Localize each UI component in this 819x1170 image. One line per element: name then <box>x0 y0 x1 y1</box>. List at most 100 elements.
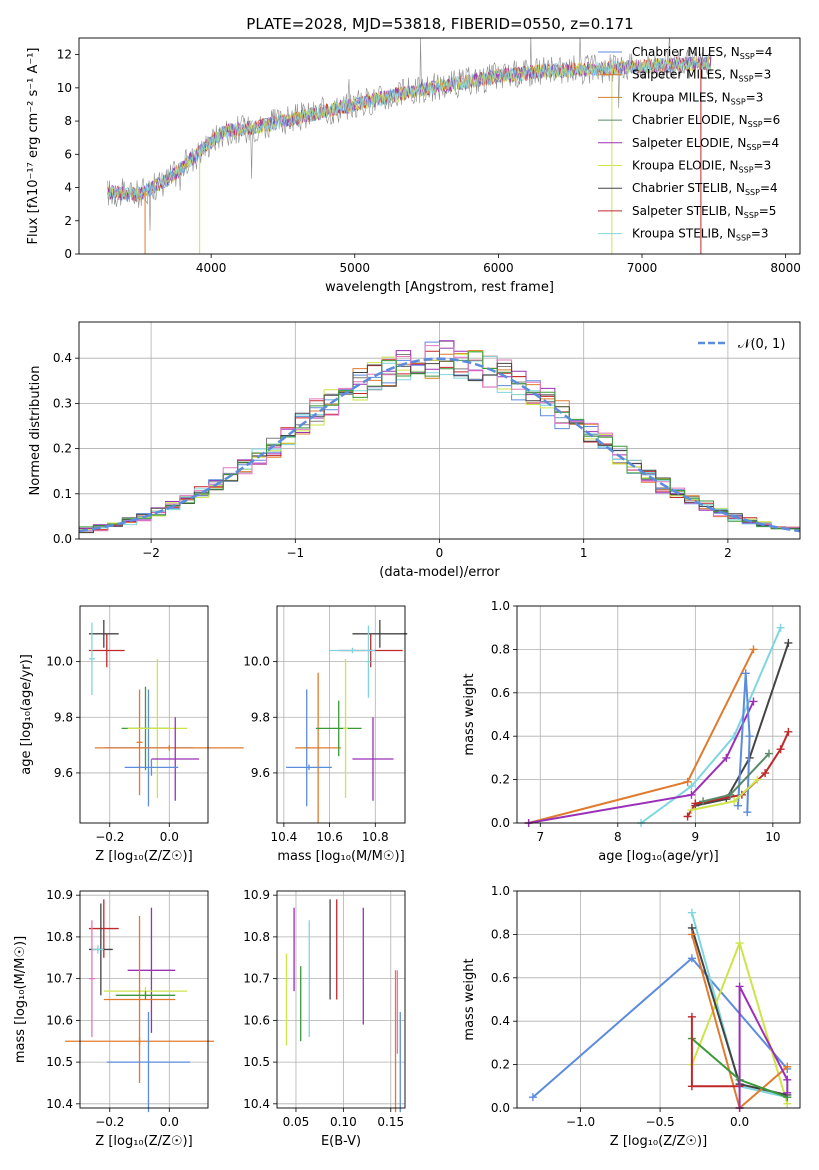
x-tick-label: 6000 <box>483 261 514 275</box>
weight-point-marker <box>687 805 696 814</box>
y-tick-label: 10.7 <box>46 972 73 986</box>
y-tick-label: 9.6 <box>251 766 270 780</box>
weight-point-marker <box>749 697 758 706</box>
x-tick-label: 10 <box>765 830 780 844</box>
y-tick-label: 10.4 <box>243 1097 270 1111</box>
weight-point-marker <box>687 790 696 799</box>
spectrum-series-line <box>107 55 712 202</box>
legend-label: Kroupa MILES, NSSP=3 <box>632 90 763 106</box>
weight-point-marker <box>722 753 731 762</box>
histogram-step <box>79 360 800 534</box>
weight-point-marker <box>699 797 708 806</box>
weight-series-line <box>695 642 790 807</box>
x-tick-label: −0.2 <box>95 830 124 844</box>
y-tick-label: 0.8 <box>491 642 510 656</box>
y-tick-label: 0.6 <box>491 686 510 700</box>
y-tick-label: 10.6 <box>243 1013 270 1027</box>
y-tick-label: 12 <box>57 48 72 62</box>
spectrum-series-line <box>107 55 712 202</box>
x-tick-label: −0.5 <box>646 1115 675 1129</box>
axes-frame <box>78 321 801 540</box>
weight-point-marker <box>735 982 744 991</box>
x-axis-label: Z [log₁₀(Z/Z☉)] <box>95 1134 192 1149</box>
x-tick-label: −2 <box>142 546 160 560</box>
legend-label: 𝒩(0, 1) <box>738 337 785 352</box>
weight-series-line <box>640 627 782 824</box>
weight-point-marker <box>687 782 696 791</box>
weight-point-marker <box>528 1093 537 1102</box>
y-tick-label: 1.0 <box>491 884 510 898</box>
weight-point-marker <box>687 1012 696 1021</box>
y-tick-label: 0.0 <box>491 816 510 830</box>
legend-label: Salpeter MILES, NSSP=3 <box>632 68 771 84</box>
y-tick-label: 0.0 <box>491 1101 510 1115</box>
y-tick-label: 10 <box>57 81 72 95</box>
y-tick-label: 0.4 <box>53 351 72 365</box>
x-tick-label: 2 <box>724 546 732 560</box>
y-tick-label: 0.6 <box>491 971 510 985</box>
weight-point-marker <box>733 801 742 810</box>
x-tick-label: 7 <box>536 830 544 844</box>
weight-series-line <box>738 986 789 1108</box>
x-tick-label: 10.6 <box>316 830 343 844</box>
y-tick-label: 4 <box>64 181 72 195</box>
y-axis-label: Flux [fλ10⁻¹⁷ erg cm⁻² s⁻¹ A⁻¹] <box>26 48 41 245</box>
weight-point-marker <box>741 669 750 678</box>
x-tick-label: 0.0 <box>160 830 179 844</box>
y-tick-label: 10.7 <box>243 972 270 986</box>
weight-point-marker <box>687 908 696 917</box>
x-axis-label: Z [log₁₀(Z/Z☉)] <box>610 1134 707 1149</box>
y-axis-label: mass [log₁₀(M/M☉)] <box>13 936 28 1063</box>
weight-point-marker <box>687 954 696 963</box>
y-tick-label: 0.3 <box>53 396 72 410</box>
weight-series-line <box>690 1016 740 1088</box>
legend-label: Chabrier STELIB, NSSP=4 <box>632 181 778 197</box>
weight-point-marker <box>691 799 700 808</box>
spectrum-lines <box>107 38 712 254</box>
x-tick-label: 1 <box>580 546 588 560</box>
x-tick-label: 0.10 <box>330 1115 357 1129</box>
y-tick-label: 9.6 <box>54 766 73 780</box>
x-axis-label: wavelength [Angstrom, rest frame] <box>325 280 554 295</box>
weight-point-marker <box>687 1082 696 1091</box>
y-tick-label: 0.2 <box>491 773 510 787</box>
spectrum-series-line <box>107 38 712 231</box>
x-tick-label: 8 <box>614 830 622 844</box>
x-axis-label: E(B-V) <box>321 1134 361 1149</box>
spectrum-series-line <box>107 55 712 202</box>
normal-curve <box>78 357 801 533</box>
x-tick-label: −0.2 <box>95 1115 124 1129</box>
axes-frame <box>276 605 406 824</box>
legend-label: Kroupa ELODIE, NSSP=3 <box>632 159 771 175</box>
y-tick-label: 10.5 <box>46 1055 73 1069</box>
mass-vs-Z-panel: −0.2 0.0 10.4 10.5 10.6 10.7 10.8 10.9 Z [log₁₀(… <box>13 888 214 1149</box>
y-tick-label: 10.9 <box>243 888 270 902</box>
legend-label: Chabrier MILES, NSSP=4 <box>632 45 772 61</box>
weight-point-marker <box>683 777 692 786</box>
weight-point-marker <box>784 638 793 647</box>
y-tick-label: 0.8 <box>491 927 510 941</box>
y-tick-label: 1.0 <box>491 599 510 613</box>
histogram-step <box>79 351 800 530</box>
x-tick-label: 0.05 <box>283 1115 310 1129</box>
age-vs-Z-panel: −0.2 0.0 9.6 9.8 10.0 Z [log₁₀(Z/Z☉)] age [log… <box>19 605 244 864</box>
plot-area <box>277 606 405 823</box>
age-vs-mass-panel: 10.4 10.6 10.8 9.6 9.8 10.0 mass [log₁₀(M/M☉)] <box>243 605 408 864</box>
x-tick-label: 0.0 <box>730 1115 749 1129</box>
x-axis-label: Z [log₁₀(Z/Z☉)] <box>95 849 192 864</box>
spectrum-series-line <box>107 57 712 201</box>
y-tick-label: 10.0 <box>46 655 73 669</box>
x-tick-label: 0.0 <box>160 1115 179 1129</box>
x-axis-label: mass [log₁₀(M/M☉)] <box>277 849 404 864</box>
y-tick-label: 8 <box>64 114 72 128</box>
y-tick-label: 10.5 <box>243 1055 270 1069</box>
y-tick-label: 0.2 <box>491 1058 510 1072</box>
weight-point-marker <box>784 727 793 736</box>
x-tick-label: 4000 <box>196 261 227 275</box>
y-tick-label: 0 <box>64 247 72 261</box>
axes-frame <box>79 605 209 824</box>
y-tick-label: 10.6 <box>46 1013 73 1027</box>
axes-frame <box>516 890 801 1109</box>
x-tick-label: 10.4 <box>270 830 297 844</box>
